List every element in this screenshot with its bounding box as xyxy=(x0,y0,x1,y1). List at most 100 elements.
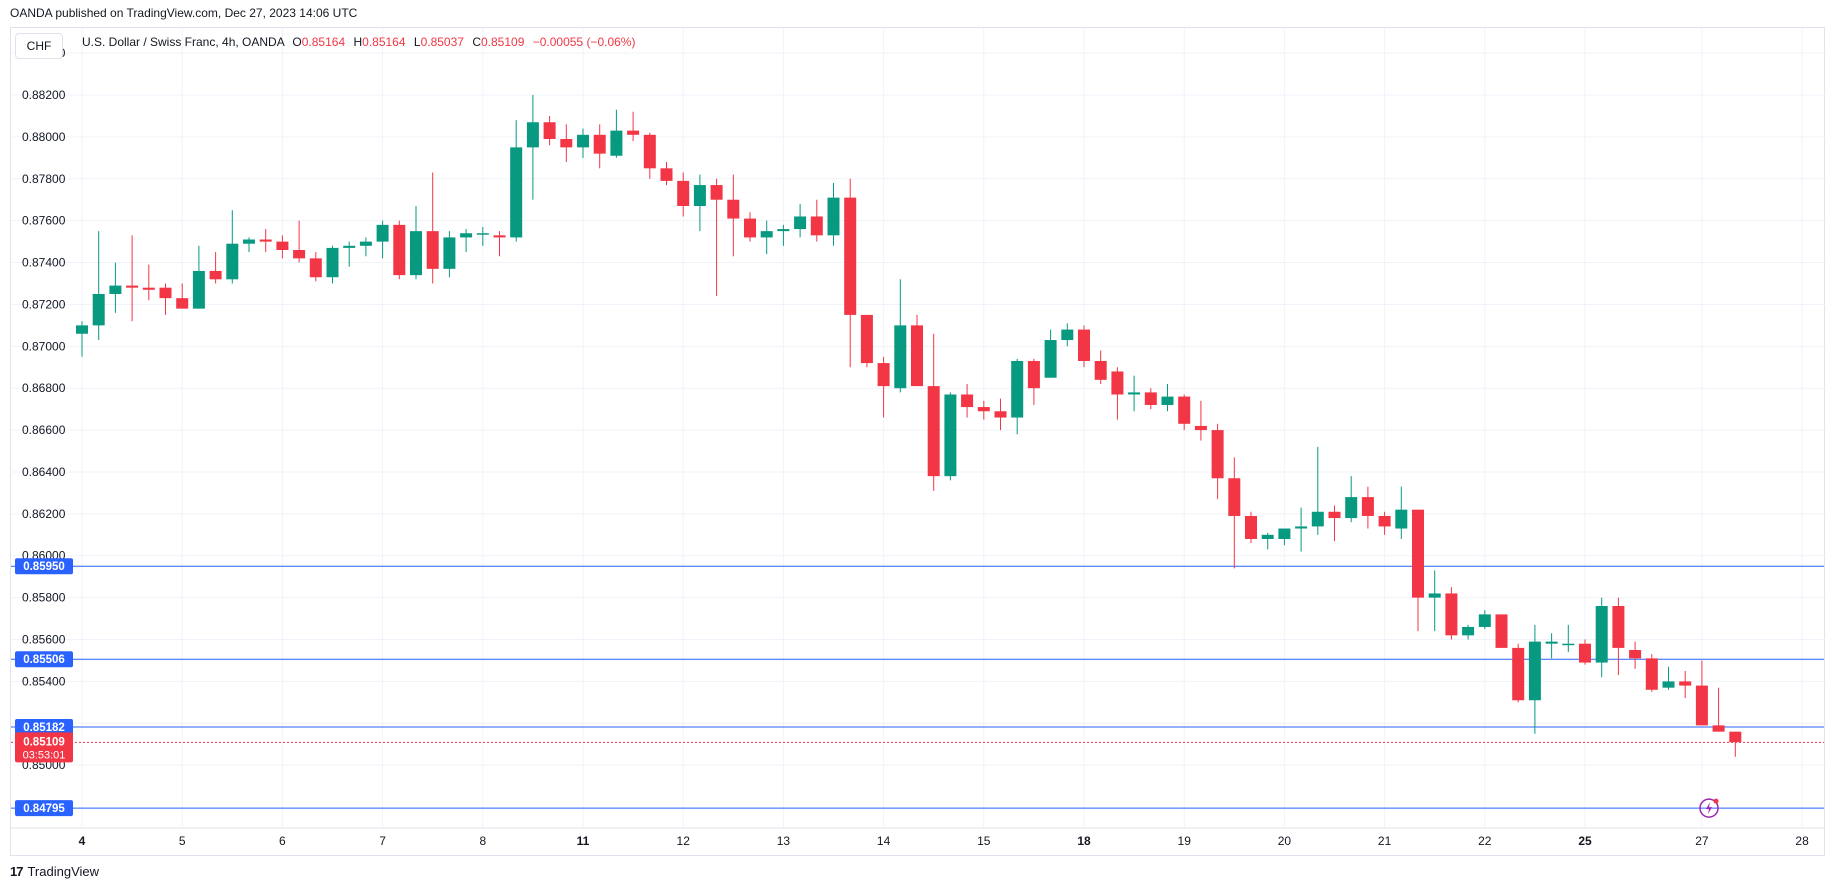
candle-body xyxy=(126,285,139,288)
candle-body xyxy=(543,122,556,139)
candle-body xyxy=(1011,360,1024,418)
footer-brand[interactable]: 17 TradingView xyxy=(10,864,99,879)
candle-body xyxy=(1695,685,1708,726)
candle xyxy=(627,111,640,142)
candle xyxy=(794,203,807,238)
candle-body xyxy=(1361,497,1374,516)
candle xyxy=(476,226,489,246)
candle-body xyxy=(1612,606,1625,648)
candle-body xyxy=(827,197,840,236)
x-tick-label: 21 xyxy=(1378,834,1392,848)
y-tick-label: 0.87600 xyxy=(22,214,66,228)
candle xyxy=(460,229,473,253)
candle xyxy=(844,178,857,368)
candle-body xyxy=(359,241,372,246)
candle xyxy=(660,162,673,186)
candle xyxy=(1545,633,1558,659)
x-tick-label: 13 xyxy=(777,834,791,848)
candle xyxy=(293,220,306,263)
y-tick-label: 0.87800 xyxy=(22,172,66,186)
candle-body xyxy=(343,245,356,248)
candle xyxy=(810,199,823,242)
candle xyxy=(76,321,88,357)
level-label-bg xyxy=(15,800,73,817)
candle-body xyxy=(109,285,122,294)
candle xyxy=(192,245,205,309)
x-tick-label: 28 xyxy=(1795,834,1809,848)
candle-body xyxy=(810,216,823,236)
candle xyxy=(911,314,923,387)
y-tick-label: 0.85400 xyxy=(22,674,66,688)
candle-body xyxy=(927,386,940,477)
candle xyxy=(1729,731,1742,757)
x-tick-label: 25 xyxy=(1578,834,1592,848)
candle-body xyxy=(1144,392,1157,405)
candle xyxy=(1378,511,1391,535)
candle xyxy=(326,245,339,284)
candle-body xyxy=(560,138,573,148)
x-tick-label: 19 xyxy=(1178,834,1192,848)
candle xyxy=(1261,532,1274,550)
candle-body xyxy=(961,394,974,408)
level-label: 0.85950 xyxy=(23,561,65,573)
candle-body xyxy=(226,243,239,280)
candle-body xyxy=(1629,649,1642,659)
grid-lines xyxy=(12,28,1825,828)
candle-body xyxy=(1645,658,1658,690)
candle-body xyxy=(526,122,539,148)
candle xyxy=(1078,325,1090,368)
chart-frame[interactable] xyxy=(10,27,1825,856)
candle xyxy=(309,252,322,282)
candle xyxy=(1412,509,1424,632)
candle xyxy=(593,124,606,169)
level-label: 0.85182 xyxy=(23,722,65,734)
candle xyxy=(1478,610,1491,630)
candle-body xyxy=(577,134,589,148)
y-tick-label: 0.85600 xyxy=(22,633,66,647)
candle-body xyxy=(76,325,88,334)
candle-body xyxy=(760,231,773,238)
candle xyxy=(526,95,539,200)
candle-body xyxy=(1111,371,1124,395)
candle xyxy=(727,174,740,257)
candle-body xyxy=(593,134,606,154)
candle xyxy=(744,212,756,242)
candle xyxy=(693,174,706,232)
candle-body xyxy=(1094,360,1107,380)
candle xyxy=(1128,375,1141,412)
x-tick-label: 11 xyxy=(577,834,590,848)
x-tick-label: 22 xyxy=(1478,834,1492,848)
candle-body xyxy=(1078,329,1090,361)
horizontal-levels xyxy=(11,565,1824,809)
x-tick-label: 12 xyxy=(677,834,691,848)
currency-selector[interactable]: CHF xyxy=(15,33,63,59)
candle xyxy=(860,314,873,368)
candle xyxy=(877,356,890,418)
candle xyxy=(209,252,222,284)
candle xyxy=(109,262,122,313)
candle xyxy=(677,172,690,217)
x-tick-label: 15 xyxy=(977,834,991,848)
candle-body xyxy=(1194,425,1207,431)
level-label: 0.85506 xyxy=(23,654,65,666)
time-axis: 4 5 6 7 8 11 12 13 14 15 18 19 20 21 22 25 27 28 xyxy=(11,827,1824,848)
current-price-label-bg xyxy=(15,732,73,763)
candle-body xyxy=(1428,593,1441,598)
published-header: OANDA published on TradingView.com, Dec … xyxy=(10,6,358,20)
candle-body xyxy=(994,411,1007,418)
candle xyxy=(827,182,840,246)
level-label-bg xyxy=(15,719,73,736)
y-tick-label: 0.86200 xyxy=(22,507,66,521)
candle-body xyxy=(1027,360,1040,389)
candle xyxy=(927,333,940,491)
candle xyxy=(1512,643,1525,703)
candle-body xyxy=(1462,626,1475,636)
open-value: 0.85164 xyxy=(301,35,346,49)
candle-body xyxy=(1261,534,1274,539)
candle xyxy=(944,392,957,481)
candle-body xyxy=(1512,647,1525,701)
candle-body xyxy=(1478,614,1491,627)
candle xyxy=(1395,486,1408,539)
